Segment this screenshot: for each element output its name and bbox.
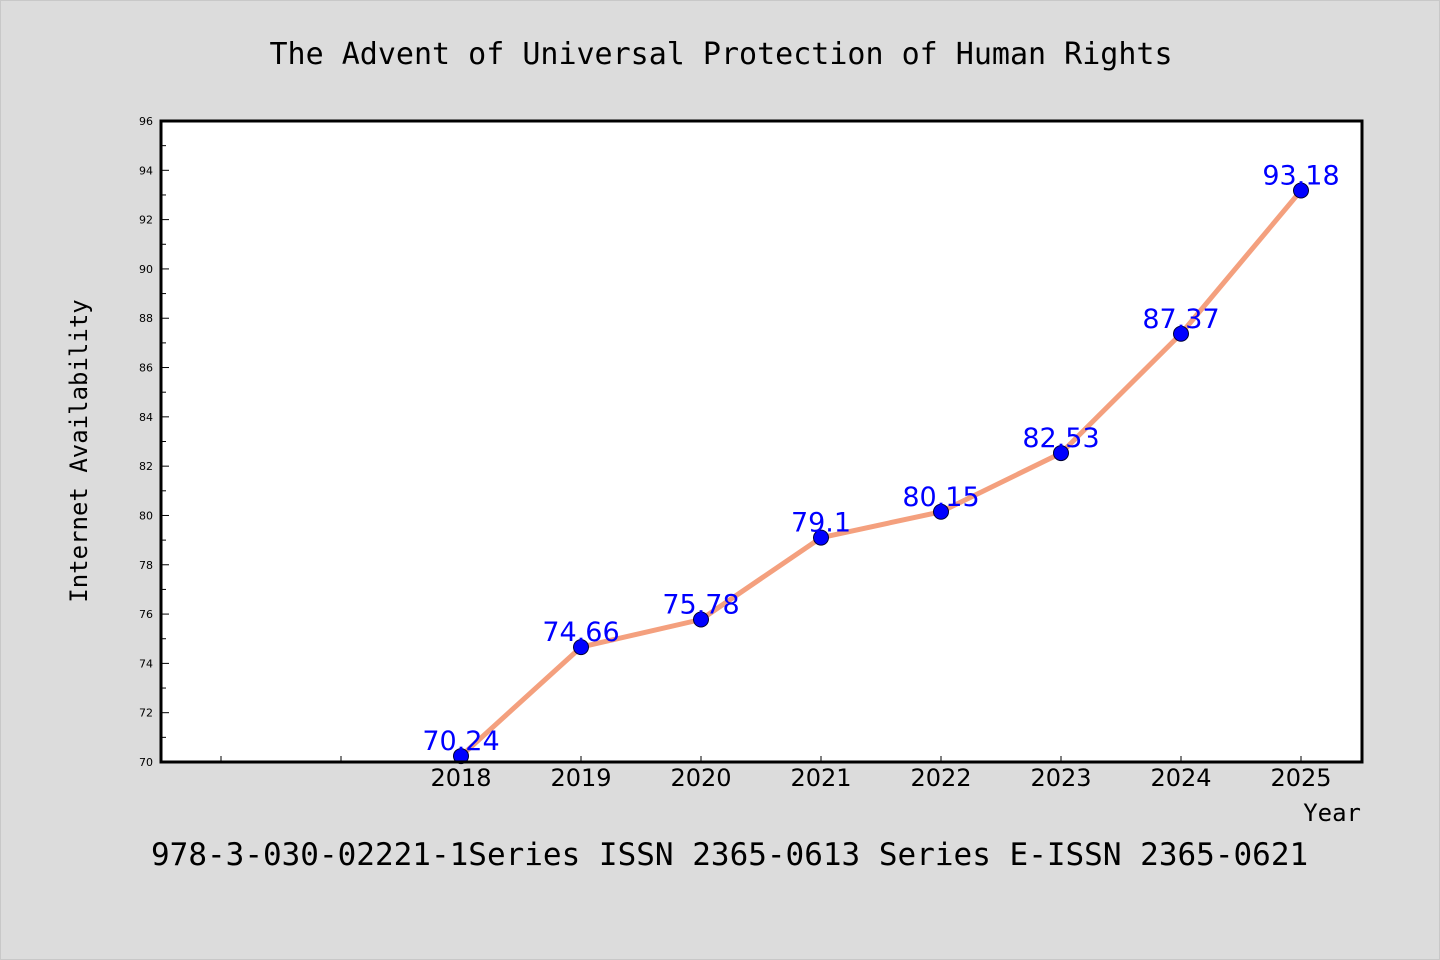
y-tick-label: 72: [139, 707, 153, 720]
data-labels: 70.24 74.66 75.78 79.1 80.15 82.53 87.37 93.18: [422, 161, 1339, 758]
y-tick-label: 86: [139, 362, 153, 375]
data-label: 87.37: [1142, 304, 1219, 335]
data-label: 82.53: [1022, 423, 1099, 454]
data-label: 93.18: [1262, 161, 1339, 192]
y-tick-label: 80: [139, 509, 153, 522]
series-line: [458, 188, 1304, 759]
x-tick-label: 2022: [910, 764, 971, 792]
footer-isbn-text: 978-3-030-02221-1Series ISSN 2365-0613 S…: [151, 837, 1308, 873]
data-point: [933, 503, 949, 520]
y-tick-label: 88: [139, 312, 153, 325]
x-tick-label: 2024: [1150, 764, 1211, 792]
data-point: [813, 529, 829, 546]
data-point: [1173, 325, 1189, 342]
plot-frame: [159, 119, 1364, 764]
data-point: [453, 748, 469, 765]
chart-title: The Advent of Universal Protection of Hu…: [269, 37, 1172, 72]
data-label: 74.66: [542, 617, 619, 648]
x-tick-label: 2021: [790, 764, 851, 792]
data-label: 79.1: [791, 508, 851, 539]
x-tick-label: 2023: [1030, 764, 1091, 792]
y-tick-label: 96: [139, 115, 153, 128]
y-tick-label: 94: [139, 164, 153, 177]
y-tick-label: 90: [139, 263, 153, 276]
y-tick-label: 82: [139, 460, 153, 473]
y-axis-label: Internet Availability: [65, 299, 93, 602]
y-tick-label: 84: [139, 411, 153, 424]
y-tick-label: 70: [139, 756, 153, 769]
data-label: 80.15: [902, 482, 979, 513]
y-tick-label: 76: [139, 608, 153, 621]
y-tick-label: 92: [139, 214, 153, 227]
x-tick-label: 2018: [430, 764, 491, 792]
y-tick-label: 78: [139, 559, 153, 572]
plot-area: [161, 121, 1362, 762]
data-point: [1053, 445, 1069, 462]
series-markers: [453, 182, 1309, 765]
x-axis-label: Year: [1303, 799, 1361, 827]
data-label: 75.78: [662, 590, 739, 621]
x-tick-label: 2020: [670, 764, 731, 792]
data-point: [573, 639, 589, 656]
data-point: [1293, 182, 1309, 199]
x-tick-label: 2019: [550, 764, 611, 792]
y-axis-ticks: 70 72 74 76 78 80 82 84 86 88 90 92 94 96: [139, 115, 169, 769]
y-tick-label: 74: [139, 657, 153, 670]
x-axis-ticks: 2018 2019 2020 2021 2022 2023 2024 2025: [220, 756, 1332, 792]
x-tick-label: 2025: [1270, 764, 1331, 792]
data-label: 70.24: [422, 726, 499, 757]
data-point: [693, 611, 709, 628]
